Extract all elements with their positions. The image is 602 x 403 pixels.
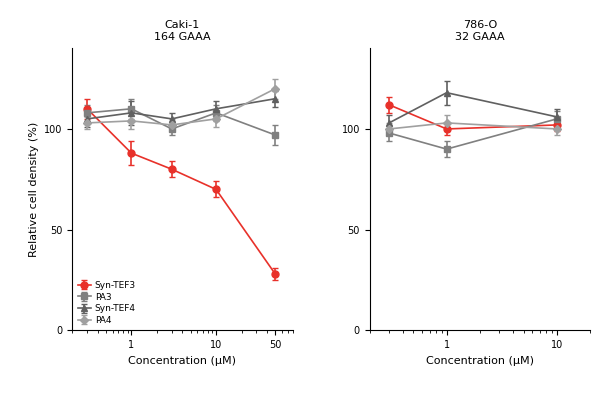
X-axis label: Concentration (μM): Concentration (μM) [426,356,534,366]
Title: Caki-1
164 GAAA: Caki-1 164 GAAA [154,21,211,42]
Y-axis label: Relative cell density (%): Relative cell density (%) [28,122,39,257]
X-axis label: Concentration (μM): Concentration (μM) [128,356,237,366]
Legend: Syn-TEF3, PA3, Syn-TEF4, PA4: Syn-TEF3, PA3, Syn-TEF4, PA4 [74,277,140,329]
Title: 786-O
32 GAAA: 786-O 32 GAAA [455,21,504,42]
